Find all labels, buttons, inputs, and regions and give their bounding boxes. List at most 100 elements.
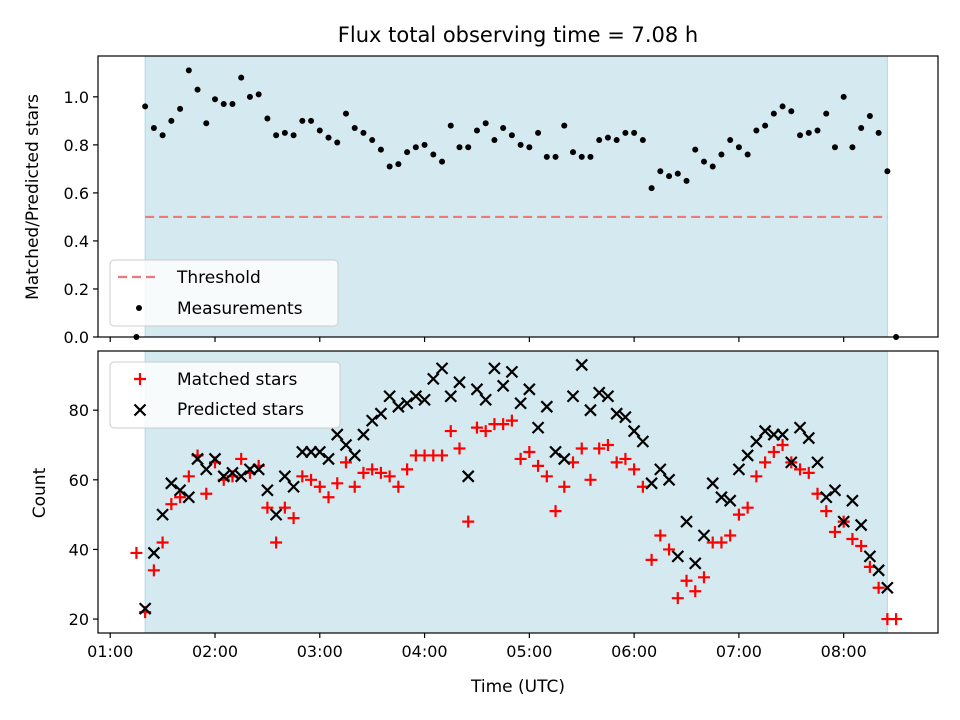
measurement-point: [840, 93, 847, 100]
measurement-point: [404, 149, 411, 156]
measurement-point: [177, 105, 184, 112]
measurement-point: [631, 129, 638, 136]
predicted-star-point: [199, 463, 213, 476]
matched-star-point: [767, 445, 780, 458]
matched-star-point: [828, 526, 841, 539]
predicted-star-point: [723, 494, 737, 507]
measurement-point: [185, 67, 192, 74]
predicted-star-point: [488, 362, 501, 375]
legend-box: [109, 259, 339, 327]
x-tick-label: 06:00: [611, 642, 657, 661]
measurement-point: [858, 125, 865, 132]
measurement-point: [325, 134, 332, 141]
predicted-star-point: [514, 396, 527, 410]
panel-frame: [97, 55, 939, 338]
measurement-point: [823, 110, 830, 117]
matched-star-point: [374, 466, 387, 479]
matched-star-point: [322, 491, 335, 504]
matched-star-point: [724, 529, 737, 542]
matched-star-point: [575, 442, 588, 455]
matched-star-point: [479, 425, 492, 438]
predicted-star-point: [313, 445, 327, 459]
predicted-star-point: [584, 403, 597, 417]
y-tick-label: 0.4: [64, 232, 89, 251]
measurement-point: [465, 144, 472, 151]
predicted-star-point: [549, 445, 562, 459]
measurement-point: [430, 151, 437, 158]
predicted-star-point: [470, 383, 484, 396]
measurement-point: [377, 146, 384, 153]
matched-star-point: [523, 445, 536, 458]
legend-box: [109, 361, 341, 429]
predicted-star-point: [575, 358, 589, 372]
measurement-point: [473, 127, 480, 134]
matched-star-point: [802, 466, 815, 479]
measurement-point: [884, 168, 891, 175]
matched-star-point: [278, 501, 291, 514]
predicted-star-point: [758, 424, 772, 438]
measurement-point: [517, 141, 524, 148]
predicted-star-point: [627, 424, 641, 438]
top-legend: Threshold Measurements: [109, 259, 339, 327]
predicted-star-point: [706, 477, 719, 490]
matched-star-point: [671, 592, 684, 605]
measurement-point: [648, 185, 655, 192]
measurement-point: [246, 93, 253, 100]
measurement-point: [561, 122, 568, 129]
matched-star-point: [715, 536, 728, 549]
measurement-point: [596, 137, 603, 144]
predicted-star-point: [156, 508, 169, 521]
predicted-star-point: [645, 477, 658, 490]
matched-star-point: [505, 414, 518, 427]
measurement-point: [360, 129, 367, 136]
matched-star-point: [366, 463, 379, 476]
matched-star-point: [732, 508, 745, 521]
predicted-star-point: [732, 463, 746, 476]
predicted-star-point: [339, 438, 353, 452]
predicted-star-point: [191, 452, 204, 466]
predicted-star-point: [741, 449, 754, 462]
measurement-point: [535, 129, 542, 136]
matched-star-point: [601, 439, 614, 451]
measurement-point: [421, 141, 428, 148]
predicted-star-point: [531, 421, 545, 434]
matched-star-point: [689, 585, 702, 598]
matched-star-point: [628, 463, 641, 476]
measurement-point: [456, 144, 463, 151]
predicted-star-point: [828, 483, 842, 497]
matched-star-point: [261, 501, 274, 514]
predicted-star-point: [785, 456, 798, 469]
predicted-star-point: [592, 386, 606, 400]
matched-star-point: [759, 456, 772, 469]
predicted-star-point: [427, 372, 440, 386]
matched-star-point: [174, 491, 187, 504]
matched-star-point: [890, 613, 903, 626]
panel-frame: [97, 350, 939, 634]
matched-star-point: [645, 553, 658, 566]
legend-measurements-swatch: [136, 305, 142, 311]
predicted-star-point: [846, 494, 859, 507]
matched-star-point: [182, 470, 195, 483]
matched-star-point: [514, 452, 527, 465]
measurement-point: [639, 137, 646, 144]
predicted-star-point: [863, 550, 877, 563]
predicted-star-point: [392, 400, 405, 413]
chart-title: Flux total observing time = 7.08 h: [338, 23, 698, 47]
matched-star-point: [462, 515, 475, 528]
measurement-point: [604, 134, 611, 141]
predicted-star-point: [374, 407, 388, 420]
matched-star-point: [663, 543, 676, 556]
legend-predicted-swatch: [133, 403, 147, 417]
legend-measurements-label: Measurements: [177, 299, 303, 319]
predicted-star-point: [811, 456, 824, 469]
measurement-point: [762, 122, 769, 129]
predicted-star-point: [330, 428, 344, 441]
y-tick-label: 0.0: [64, 328, 89, 347]
measurement-point: [255, 91, 262, 98]
y-tick-label: 0.8: [64, 136, 89, 155]
y-tick-label: 60: [69, 471, 89, 490]
matched-star-point: [357, 466, 370, 479]
y-tick-label: 0.2: [64, 280, 89, 299]
predicted-star-point: [269, 508, 283, 521]
predicted-star-point: [688, 557, 702, 570]
